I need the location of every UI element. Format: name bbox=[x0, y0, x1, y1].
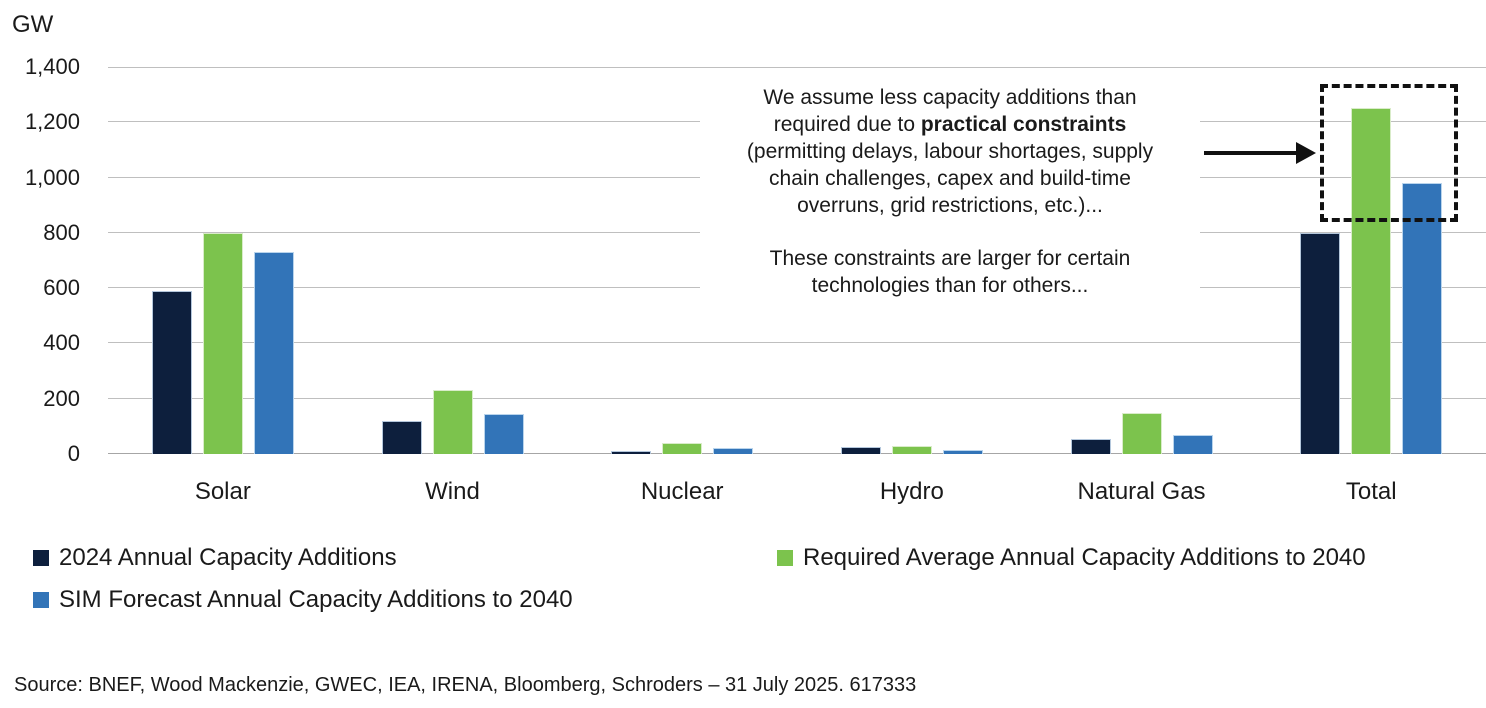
annotation-line: required due to practical constraints bbox=[773, 113, 1127, 136]
y-tick-label: 0 bbox=[67, 441, 80, 466]
gridline bbox=[108, 67, 1486, 68]
annotation-line: overruns, grid restrictions, etc.)... bbox=[797, 194, 1103, 217]
annotation-paragraph-1: We assume less capacity additions than re… bbox=[714, 84, 1186, 219]
x-axis-category-labels: Solar Wind Nuclear Hydro Natural Gas Total bbox=[108, 477, 1486, 507]
legend-item: SIM Forecast Annual Capacity Additions t… bbox=[33, 587, 573, 613]
legend-item: Required Average Annual Capacity Additio… bbox=[777, 545, 1366, 571]
bar-group-natural-gas bbox=[1027, 67, 1257, 454]
x-category-label: Wind bbox=[425, 478, 480, 505]
bar bbox=[202, 232, 243, 454]
source-line: Source: BNEF, Wood Mackenzie, GWEC, IEA,… bbox=[14, 674, 917, 696]
legend-label: SIM Forecast Annual Capacity Additions t… bbox=[59, 586, 573, 613]
legend-swatch-icon bbox=[33, 592, 49, 608]
bar bbox=[1172, 434, 1213, 454]
legend-swatch-icon bbox=[33, 550, 49, 566]
legend-label: Required Average Annual Capacity Additio… bbox=[803, 544, 1366, 571]
bar-group-solar bbox=[108, 67, 338, 454]
bar bbox=[840, 447, 881, 454]
legend-item: 2024 Annual Capacity Additions bbox=[33, 545, 397, 571]
annotation-arrow-icon bbox=[1204, 142, 1316, 164]
x-category-label: Hydro bbox=[879, 478, 944, 505]
y-tick-label: 400 bbox=[43, 330, 80, 356]
gridline bbox=[108, 342, 1486, 344]
bar bbox=[432, 390, 473, 454]
x-category-label: Solar bbox=[194, 478, 251, 505]
legend-label: 2024 Annual Capacity Additions bbox=[59, 544, 397, 571]
bar bbox=[942, 449, 983, 454]
bar-group-total bbox=[1256, 67, 1486, 454]
bar-group-wind bbox=[338, 67, 568, 454]
bar bbox=[662, 442, 703, 454]
bar bbox=[253, 252, 294, 454]
bar bbox=[891, 445, 932, 454]
annotation-line: We assume less capacity additions than bbox=[763, 86, 1137, 109]
bar bbox=[1351, 108, 1392, 454]
legend-swatch-icon bbox=[777, 550, 793, 566]
y-tick-label: 1,200 bbox=[24, 109, 80, 135]
y-axis-unit-label: GW bbox=[12, 11, 54, 38]
annotation-line: (permitting delays, labour shortages, su… bbox=[746, 140, 1154, 163]
bar bbox=[1402, 183, 1443, 454]
y-tick-label: 600 bbox=[43, 275, 80, 301]
bar bbox=[611, 451, 652, 454]
x-category-label: Natural Gas bbox=[1077, 478, 1206, 505]
annotation-line: chain challenges, capex and build-time bbox=[769, 167, 1131, 190]
y-axis-tick-labels: 0 200 400 600 800 1,000 1,200 1,400 bbox=[0, 0, 80, 480]
bar bbox=[381, 420, 422, 454]
bar-group-nuclear bbox=[567, 67, 797, 454]
annotation-line: technologies than for others... bbox=[811, 274, 1089, 297]
bar bbox=[151, 290, 192, 454]
annotation-line: These constraints are larger for certain bbox=[769, 247, 1131, 270]
y-tick-label: 1,000 bbox=[24, 164, 80, 190]
bar bbox=[483, 413, 524, 454]
gridline bbox=[108, 453, 1486, 454]
bar bbox=[713, 448, 754, 454]
x-category-label: Total bbox=[1345, 478, 1397, 505]
bar bbox=[1121, 412, 1162, 454]
annotation-paragraph-2: These constraints are larger for certain… bbox=[714, 245, 1186, 299]
y-tick-label: 1,400 bbox=[24, 54, 80, 79]
bar-group-hydro bbox=[797, 67, 1027, 454]
y-tick-label: 200 bbox=[43, 385, 80, 411]
bar bbox=[1070, 438, 1111, 454]
gridline bbox=[108, 397, 1486, 399]
x-category-label: Nuclear bbox=[640, 478, 724, 505]
annotation-text-box: We assume less capacity additions than re… bbox=[700, 84, 1200, 310]
bar bbox=[1300, 232, 1341, 454]
bar-series-container bbox=[108, 67, 1486, 454]
highlight-dashed-box bbox=[1320, 84, 1458, 222]
y-tick-label: 800 bbox=[43, 219, 80, 245]
